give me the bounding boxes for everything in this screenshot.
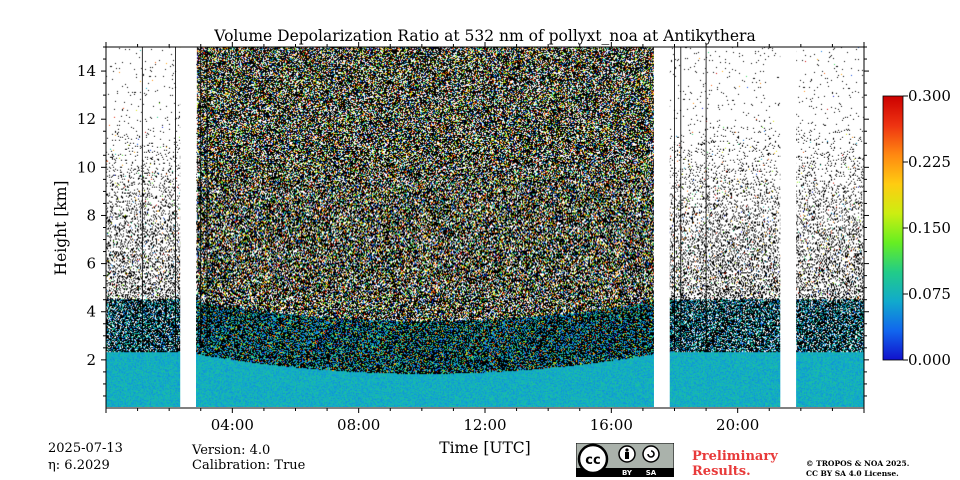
sa-icon — [642, 445, 660, 463]
colorbar-tick-label: 0.075 — [908, 285, 951, 303]
colorbar-tick-label: 0.000 — [908, 351, 951, 369]
data-gap — [780, 47, 797, 408]
x-tick-label: 20:00 — [716, 416, 759, 434]
colorbar — [882, 95, 904, 361]
copyright-note: © TROPOS & NOA 2025. CC BY SA 4.0 Licens… — [806, 459, 909, 479]
y-tick-label: 10 — [77, 158, 96, 176]
colorbar-axis: 0.000 0.075 0.150 0.225 0.300 — [903, 87, 951, 369]
y-tick-label: 12 — [77, 110, 96, 128]
x-axis-label: Time [UTC] — [439, 439, 530, 457]
cc-by-sa-license-badge: cc BY SA — [576, 443, 674, 477]
cc-text: cc — [585, 453, 600, 468]
footer-date: 2025-07-13 — [48, 441, 123, 456]
y-axis-label: Height [km] — [52, 181, 70, 276]
x-tick-label: 04:00 — [211, 416, 254, 434]
colorbar-tick-label: 0.225 — [908, 153, 951, 171]
data-gap — [653, 47, 670, 408]
y-tick-label: 14 — [77, 62, 96, 80]
data-gap — [180, 47, 197, 408]
y-axis: 2 4 6 8 10 12 14 — [77, 46, 869, 397]
colorbar-tick-label: 0.150 — [908, 219, 951, 237]
by-label: BY — [622, 469, 633, 477]
copyright-line1: © TROPOS & NOA 2025. — [806, 459, 910, 468]
x-axis: 04:00 08:00 12:00 16:00 20:00 — [105, 42, 865, 434]
y-tick-label: 8 — [86, 206, 96, 224]
copyright-line2: CC BY SA 4.0 License. — [806, 469, 899, 478]
footer-eta: η: 6.2029 — [48, 458, 110, 473]
preliminary-line2: Results. — [692, 464, 751, 479]
x-tick-label: 16:00 — [590, 416, 633, 434]
x-tick-label: 12:00 — [463, 416, 506, 434]
y-tick-label: 2 — [86, 351, 96, 369]
y-tick-label: 6 — [86, 255, 96, 273]
y-tick-label: 4 — [86, 303, 96, 321]
x-tick-label: 08:00 — [337, 416, 380, 434]
preliminary-results-note: Preliminary Results. — [692, 449, 778, 479]
chart-title: Volume Depolarization Ratio at 532 nm of… — [213, 27, 755, 45]
preliminary-line1: Preliminary — [692, 449, 778, 464]
footer-version: Version: 4.0 — [192, 443, 271, 458]
footer-calibration: Calibration: True — [192, 458, 306, 473]
sa-label: SA — [646, 469, 657, 477]
depolarization-heatmap — [106, 47, 864, 407]
colorbar-tick-label: 0.300 — [908, 87, 951, 105]
data-gaps — [141, 47, 797, 408]
